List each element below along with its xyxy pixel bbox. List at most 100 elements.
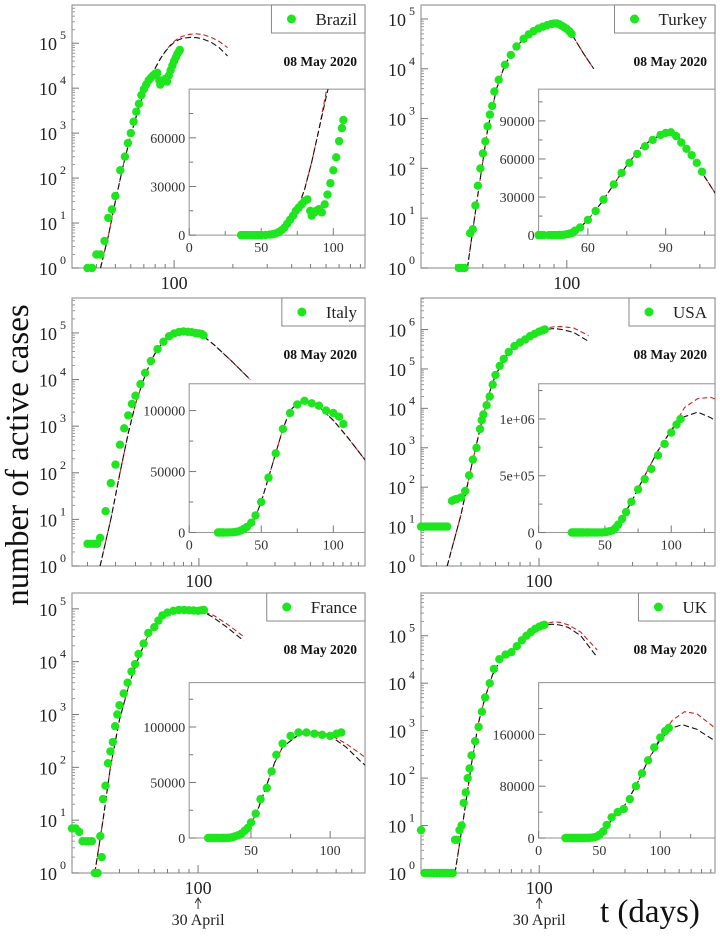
y-tick-exponent: 4 xyxy=(60,73,66,87)
main-data-point xyxy=(477,707,487,716)
main-data-point xyxy=(136,379,145,389)
y-tick-exponent: 3 xyxy=(409,104,415,118)
inset-data-point xyxy=(617,168,626,178)
main-data-point xyxy=(512,42,521,51)
inset-data-point xyxy=(272,750,281,759)
inset-data-point xyxy=(692,158,701,167)
main-data-point xyxy=(540,620,549,629)
inset-data-point xyxy=(609,180,618,189)
y-tick-exponent: 6 xyxy=(409,315,415,329)
inset-data-point xyxy=(633,485,643,494)
main-data-point xyxy=(139,639,148,648)
main-data-point xyxy=(127,399,137,409)
main-data-point xyxy=(499,354,508,364)
y-tick-base: 10 xyxy=(388,769,406,789)
y-tick-exponent: 5 xyxy=(409,354,415,368)
main-data-point xyxy=(132,107,141,116)
y-tick-base: 10 xyxy=(39,124,57,144)
legend-marker xyxy=(286,14,296,24)
x-axis-title: t (days) xyxy=(600,894,700,930)
y-tick-exponent: 4 xyxy=(60,365,66,379)
inset-y-tick-label: 50000 xyxy=(150,777,185,792)
inset-y-tick-label: 0 xyxy=(178,832,185,847)
inset-data-point xyxy=(671,131,681,141)
main-data-point xyxy=(108,737,118,747)
inset-x-tick-label: 50 xyxy=(592,844,606,859)
y-tick-base: 10 xyxy=(388,259,406,279)
inset-data-point xyxy=(625,158,634,167)
inset-data-point xyxy=(246,818,256,827)
main-data-point xyxy=(494,75,503,85)
inset-data-point xyxy=(618,514,627,524)
legend: USA xyxy=(628,297,716,327)
inset-y-tick-label: 100000 xyxy=(143,405,185,420)
y-tick-base: 10 xyxy=(388,627,406,647)
inset-data-point xyxy=(643,756,653,765)
y-tick-base: 10 xyxy=(388,864,406,884)
inset-x-tick-label: 0 xyxy=(186,241,193,256)
inset-data-point xyxy=(264,473,273,482)
main-data-point xyxy=(107,205,117,214)
arrow-head-icon xyxy=(194,897,202,904)
main-data-point xyxy=(97,852,106,862)
inset-data-point xyxy=(583,215,593,225)
y-tick-base: 10 xyxy=(39,169,57,189)
y-tick-base: 10 xyxy=(388,60,406,80)
main-data-point xyxy=(130,659,140,669)
main-data-point xyxy=(75,827,84,837)
inset-data-point xyxy=(337,728,346,737)
inset-data-point xyxy=(619,804,628,814)
inset-x-tick-label: 100 xyxy=(323,539,344,554)
main-data-point xyxy=(488,101,497,111)
main-data-point xyxy=(495,655,504,664)
y-tick-exponent: 4 xyxy=(409,54,415,68)
inset-y-tick-label: 60000 xyxy=(500,153,535,168)
legend: UK xyxy=(637,592,716,622)
inset-data-point xyxy=(285,408,295,418)
main-data-point xyxy=(471,201,480,210)
inset-data-point xyxy=(321,406,331,415)
inset-data-point xyxy=(302,728,311,737)
main-data-point xyxy=(463,773,472,783)
inset-x-tick-label: 0 xyxy=(186,539,193,554)
main-data-point xyxy=(111,191,120,201)
legend-marker xyxy=(297,307,307,317)
inset-data-point xyxy=(337,123,347,133)
legend-label: France xyxy=(311,598,357,617)
y-tick-base: 10 xyxy=(39,371,57,391)
inset-data-point xyxy=(625,794,634,804)
inset-data-point xyxy=(323,190,332,199)
main-data-point xyxy=(485,110,495,119)
y-tick-exponent: 3 xyxy=(60,411,66,425)
inset-data-point xyxy=(653,451,663,460)
main-data-point xyxy=(479,410,488,419)
y-tick-exponent: 0 xyxy=(60,253,66,267)
main-data-point xyxy=(119,689,128,698)
y-tick-base: 10 xyxy=(39,214,57,234)
inset-data-point xyxy=(667,428,676,437)
legend-marker xyxy=(630,14,639,24)
main-data-point xyxy=(476,164,485,173)
arrow-head-icon xyxy=(535,897,543,904)
main-fit-line-black xyxy=(99,36,228,268)
main-data-point xyxy=(153,68,162,78)
inset-x-tick-label: 50 xyxy=(244,844,258,859)
main-data-point xyxy=(483,122,492,131)
main-data-point xyxy=(453,835,462,844)
main-data-point xyxy=(140,368,150,377)
main-data-point xyxy=(460,263,469,273)
date-label: 08 May 2020 xyxy=(634,347,708,362)
y-tick-exponent: 1 xyxy=(60,504,66,518)
y-tick-base: 10 xyxy=(388,209,406,229)
y-tick-base: 10 xyxy=(39,417,57,437)
main-data-point xyxy=(115,701,124,710)
main-data-point xyxy=(567,29,576,39)
y-tick-base: 10 xyxy=(39,464,57,484)
main-data-point xyxy=(456,493,466,502)
inset-x-tick-label: 100 xyxy=(323,241,344,256)
legend: Brazil xyxy=(270,4,366,34)
